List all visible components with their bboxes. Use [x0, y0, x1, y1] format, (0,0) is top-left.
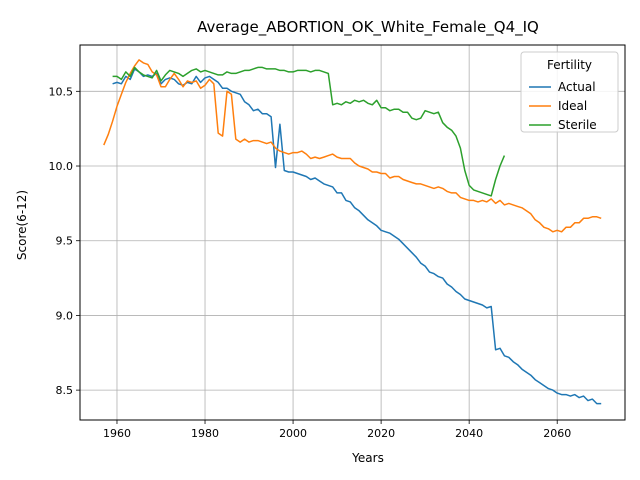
- x-tick-label: 1980: [191, 427, 219, 440]
- y-tick-label: 10.0: [49, 160, 74, 173]
- legend-title: Fertility: [547, 58, 592, 72]
- y-axis: 8.5 9.0 9.5 10.0 10.5: [49, 85, 80, 397]
- legend-label: Sterile: [558, 118, 597, 132]
- legend: Fertility Actual Ideal Sterile: [520, 51, 619, 133]
- x-tick-label: 1960: [103, 427, 131, 440]
- x-axis-label: Years: [351, 451, 384, 465]
- x-tick-label: 2020: [367, 427, 395, 440]
- series-line-sterile: [112, 66, 506, 197]
- x-tick-label: 2040: [455, 427, 483, 440]
- chart-title: Average_ABORTION_OK_White_Female_Q4_IQ: [197, 18, 539, 37]
- legend-box: [520, 51, 619, 133]
- y-axis-label: Score(6-12): [15, 190, 29, 260]
- x-axis: 1960 1980 2000 2020 2040 2060: [103, 420, 571, 440]
- y-tick-label: 8.5: [56, 384, 74, 397]
- plot-frame: [79, 44, 626, 421]
- plot-lines: [103, 59, 602, 405]
- legend-label: Actual: [558, 80, 596, 94]
- legend-label: Ideal: [558, 99, 587, 113]
- x-tick-label: 2000: [279, 427, 307, 440]
- y-tick-label: 9.0: [56, 309, 74, 322]
- y-tick-label: 10.5: [49, 85, 74, 98]
- series-line-ideal: [103, 59, 602, 233]
- y-tick-label: 9.5: [56, 235, 74, 248]
- series-line-actual: [112, 68, 602, 405]
- x-tick-label: 2060: [543, 427, 571, 440]
